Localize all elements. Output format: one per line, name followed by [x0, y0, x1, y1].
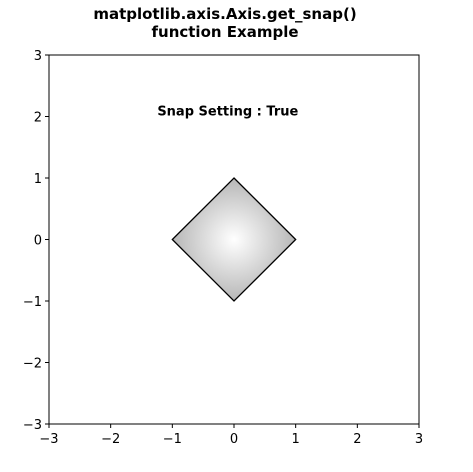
y-tick-label: −1 — [23, 295, 42, 310]
x-tick-label: −2 — [101, 432, 120, 447]
x-tick-label: 2 — [353, 432, 361, 447]
y-tick-label: 0 — [34, 234, 42, 249]
snap-setting-annotation: Snap Setting : True — [157, 105, 298, 120]
axes-frame — [48, 54, 420, 425]
chart-title-line-2: function Example — [151, 23, 298, 41]
x-tick-label: −1 — [163, 432, 182, 447]
x-tick-label: 3 — [415, 432, 423, 447]
y-tick-label: −3 — [23, 418, 42, 433]
chart-title-line-1: matplotlib.axis.Axis.get_snap() — [93, 5, 356, 23]
diamond-shape — [171, 177, 297, 302]
y-tick-label: 2 — [34, 111, 42, 126]
x-tick-label: 1 — [292, 432, 300, 447]
y-tick-label: 3 — [34, 49, 42, 64]
y-tick-label: −2 — [23, 357, 42, 372]
plot-area: Snap Setting : True — [157, 105, 299, 302]
y-tick-label: 1 — [34, 172, 42, 187]
axis-ticks: −3 −2 −1 0 1 2 3 −3 −2 −1 0 1 2 3 — [23, 49, 423, 447]
x-tick-label: −3 — [39, 432, 58, 447]
x-tick-label: 0 — [230, 432, 238, 447]
